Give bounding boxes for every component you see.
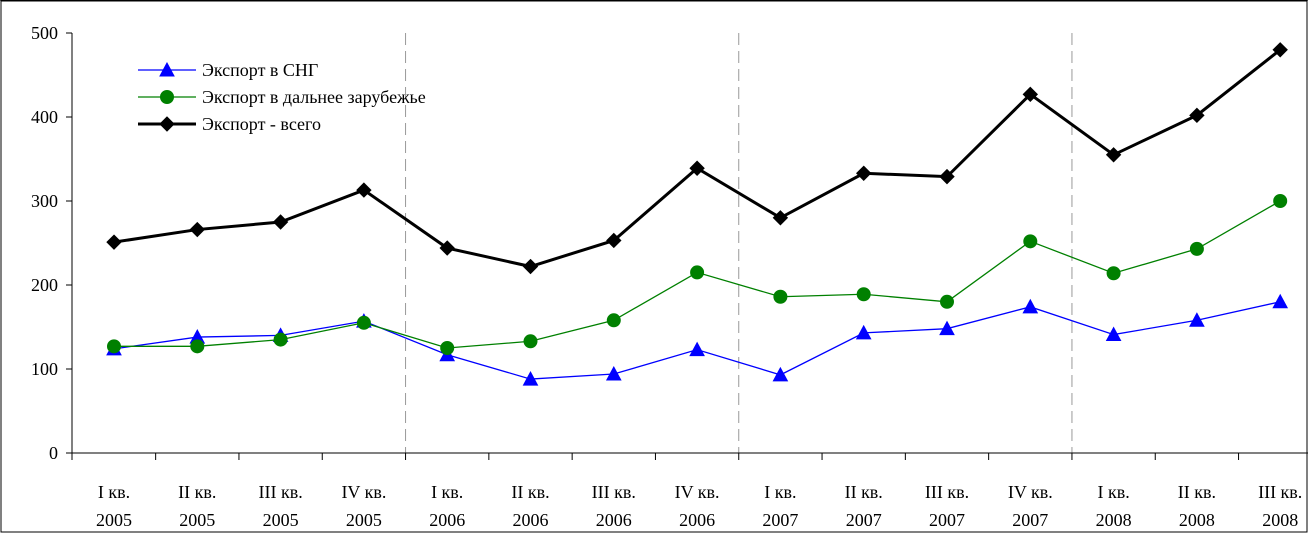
x-tick-label-quarter: II кв. [1178,482,1216,502]
data-point [106,234,122,250]
y-tick-label: 300 [31,191,58,211]
x-tick-label-quarter: IV кв. [341,482,386,502]
axes [71,33,1308,454]
data-point [1272,42,1288,58]
data-point [1189,241,1204,256]
x-tick-label-quarter: II кв. [511,482,549,502]
x-tick-label-quarter: I кв. [1097,482,1129,502]
data-point [1105,147,1122,163]
legend-marker [160,90,174,104]
x-tick-label-quarter: III кв. [1258,482,1302,502]
x-tick-label-quarter: III кв. [925,482,969,502]
x-tick-label-quarter: I кв. [764,482,796,502]
x-tick-label-year: 2007 [762,510,798,530]
legend-item: Экспорт в СНГ [138,60,318,80]
data-point [606,313,621,328]
x-tick-label-year: 2005 [263,510,299,530]
legend-label: Экспорт в дальнее зарубежье [202,87,426,107]
x-tick-label-year: 2008 [1262,510,1298,530]
series-3 [106,42,1288,275]
data-point [1023,234,1038,249]
x-tick-label-year: 2007 [929,510,965,530]
data-point [522,371,539,386]
x-tick-label-quarter: IV кв. [675,482,720,502]
x-tick-label-year: 2008 [1096,510,1132,530]
series [106,42,1289,386]
x-tick-label-year: 2006 [429,510,465,530]
data-point [107,339,121,354]
x-tick-label-quarter: II кв. [845,482,883,502]
data-point [1105,326,1122,342]
x-axis-ticks: I кв. 2005 II кв. 2005 III кв. 2005 IV кв. 2005… [71,453,1302,530]
data-point [773,289,788,304]
data-point [522,258,539,275]
y-tick-label: 500 [31,23,58,43]
data-point [939,320,955,336]
legend-item: Экспорт в дальнее зарубежье [138,87,426,107]
data-point [772,210,789,226]
x-tick-label-quarter: III кв. [258,482,302,502]
x-tick-label-year: 2008 [1179,510,1215,530]
data-point [605,365,622,381]
data-point [856,287,871,302]
x-tick-label-quarter: II кв. [178,482,216,502]
x-tick-label-year: 2005 [179,510,215,530]
year-separator-lines [405,33,1073,453]
data-point [1189,312,1205,327]
x-tick-label-quarter: I кв. [431,482,463,502]
y-tick-label: 100 [31,359,58,379]
x-tick-label-year: 2005 [96,510,132,530]
data-point [690,265,705,280]
x-tick-label-quarter: III кв. [592,482,636,502]
y-tick-label: 200 [31,275,58,295]
data-point [855,324,872,340]
data-point [606,232,622,249]
data-point [190,339,205,354]
legend: Экспорт в СНГ Экспорт в дальнее зарубежье… [138,60,426,134]
data-point [1022,86,1039,103]
series-2 [107,194,1288,355]
y-tick-label: 0 [49,443,58,463]
data-point [1022,298,1039,314]
data-point [189,221,206,238]
y-axis-ticks: 0 100 200 300 400 500 [31,23,72,463]
x-tick-label-year: 2005 [346,510,382,530]
legend-marker [159,61,175,77]
data-point [440,341,455,355]
data-point [855,165,872,181]
x-tick-label-year: 2006 [679,510,715,530]
data-point [1189,107,1205,124]
data-point [272,214,289,230]
x-tick-label-year: 2006 [596,510,632,530]
data-point [689,160,705,176]
x-tick-label-year: 2007 [1012,510,1048,530]
data-point [1273,194,1288,208]
data-point [439,240,455,256]
x-tick-label-year: 2007 [846,510,882,530]
legend-label: Экспорт - всего [202,114,321,134]
x-tick-label-quarter: IV кв. [1008,482,1053,502]
legend-marker [159,116,175,132]
x-tick-label-quarter: I кв. [98,482,130,502]
data-point [523,334,538,349]
data-point [1272,293,1289,309]
x-tick-label-year: 2006 [513,510,549,530]
legend-item: Экспорт - всего [138,114,321,134]
data-point [273,332,288,347]
y-tick-label: 400 [31,107,58,127]
data-point [356,315,371,330]
data-point [939,168,955,185]
legend-label: Экспорт в СНГ [202,60,318,80]
data-point [356,182,372,198]
data-point [940,294,954,309]
data-point [1106,266,1121,281]
data-point [689,341,705,357]
series-1 [106,293,1289,386]
data-point [772,366,789,382]
